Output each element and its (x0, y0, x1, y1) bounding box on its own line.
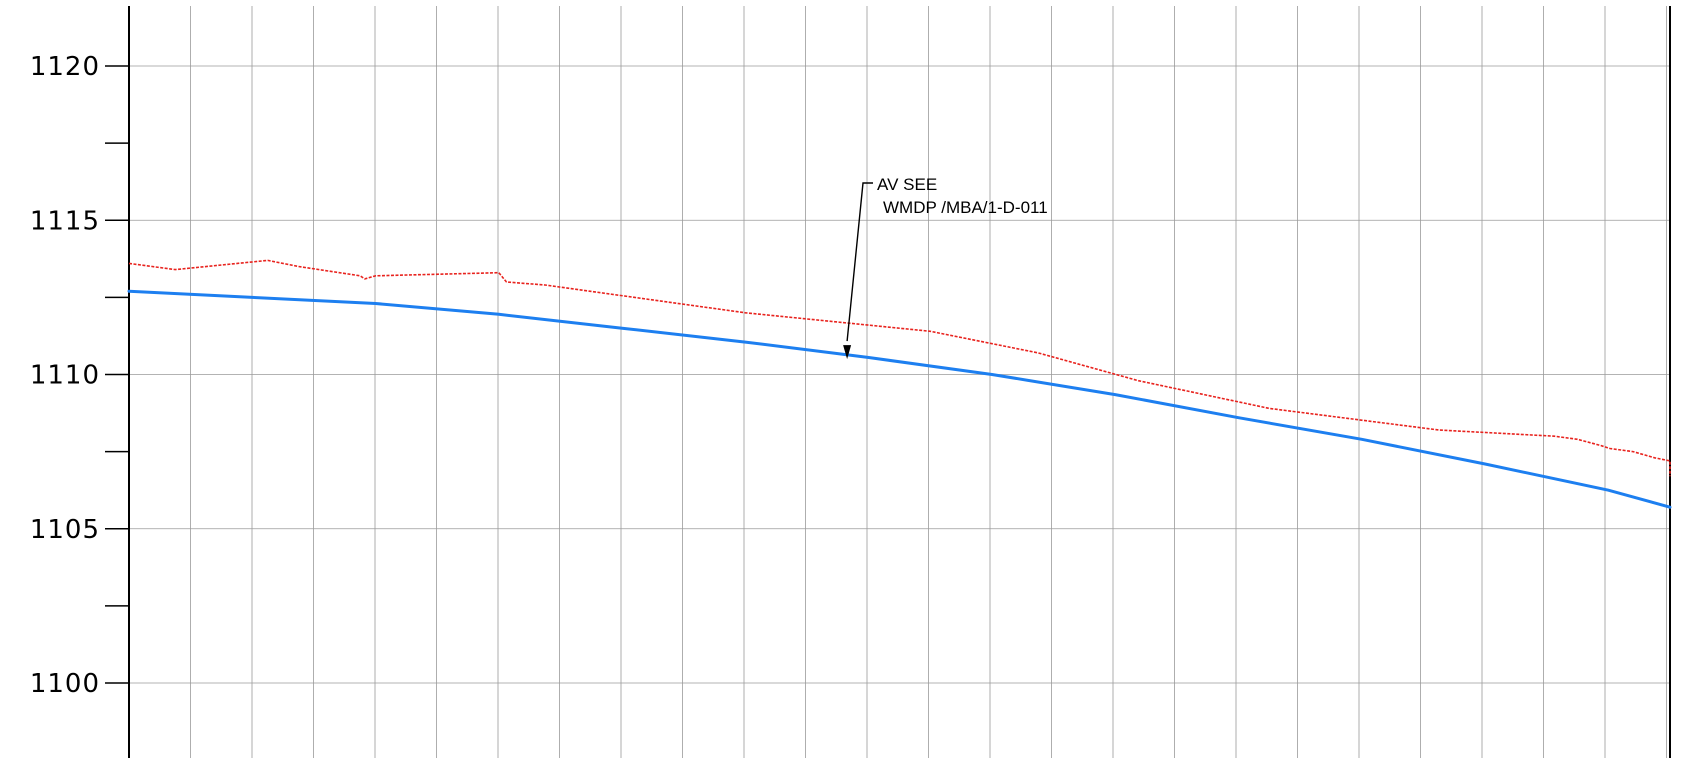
series-line-proposed-grade (127, 289, 1672, 509)
series-line-existing-ground (128, 259, 1671, 477)
air-valve-callout: AV SEE WMDP /MBA/1-D-011 (843, 175, 1048, 360)
y-tick-label: 1105 (30, 515, 100, 545)
y-tick-label: 1115 (30, 206, 100, 236)
y-tick-label: 1100 (30, 669, 100, 699)
annotations: AV SEE WMDP /MBA/1-D-011 (843, 175, 1048, 360)
callout-text-line: AV SEE (877, 175, 937, 194)
grid (129, 6, 1670, 758)
series-group (127, 259, 1672, 509)
y-tick-label: 1120 (30, 52, 100, 82)
callout-text-line: WMDP /MBA/1-D-011 (883, 198, 1048, 217)
callout-arrowhead-icon (843, 345, 852, 360)
callout-leader-line (846, 182, 873, 342)
y-tick-label: 1110 (30, 361, 100, 391)
y-axis: 109711001105111011151120 (30, 6, 1671, 758)
